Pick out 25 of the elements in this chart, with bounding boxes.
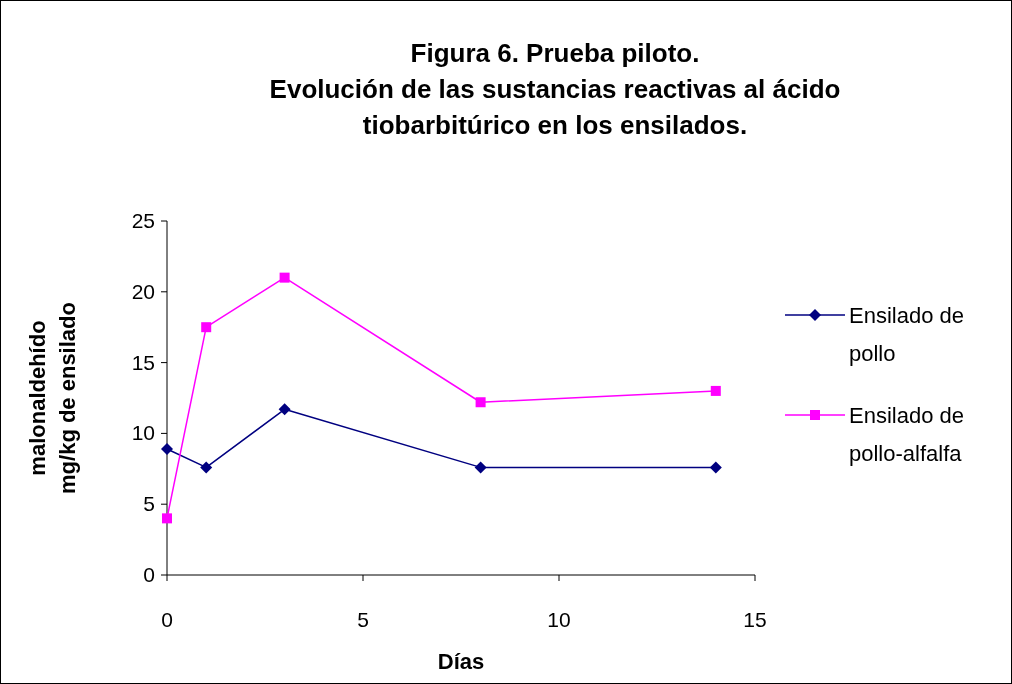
x-tick-label: 10	[547, 608, 571, 631]
y-tick-label: 25	[131, 209, 155, 232]
y-tick-label: 0	[143, 563, 155, 586]
point	[710, 385, 721, 396]
point	[200, 461, 213, 474]
point	[475, 397, 486, 408]
point	[279, 272, 290, 283]
point	[278, 403, 291, 416]
legend-label: Ensilado de pollo-alfalfa	[849, 403, 964, 466]
x-tick-label: 0	[161, 608, 173, 631]
x-axis-title: Días	[437, 649, 485, 674]
x-tick-label: 5	[357, 608, 369, 631]
y-tick-label: 15	[131, 350, 155, 374]
y-tick-label: 20	[131, 279, 155, 303]
x-tick-label: 15	[743, 608, 767, 631]
chart-title: Figura 6. Prueba piloto. Evolución de las sustancias reactivas al ácido tiobarbitúrico en los ensilados.	[269, 38, 841, 140]
legend-label: Ensilado de pollo	[849, 303, 964, 366]
point	[474, 461, 487, 474]
y-axis-title: malonaldehído mg/kg de ensilado	[25, 302, 80, 494]
y-tick-label: 5	[143, 492, 155, 516]
point	[201, 322, 212, 333]
point	[709, 461, 722, 474]
point	[161, 442, 173, 455]
point	[162, 513, 172, 524]
y-tick-label: 10	[131, 421, 155, 445]
